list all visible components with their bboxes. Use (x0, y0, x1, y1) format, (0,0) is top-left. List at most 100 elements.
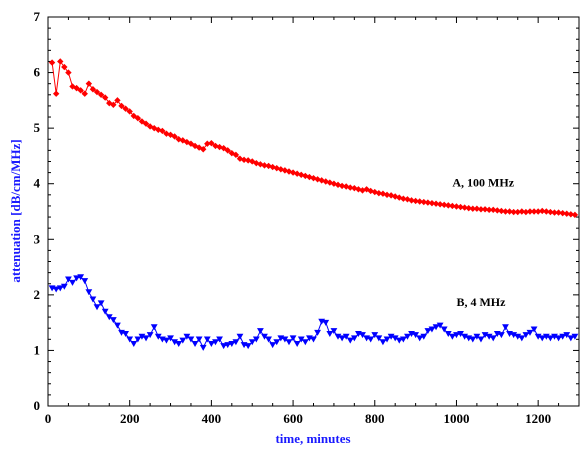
x-tick-label: 0 (45, 411, 52, 426)
data-point (105, 314, 113, 321)
data-point (314, 329, 321, 336)
data-point (567, 211, 575, 218)
data-point (297, 336, 305, 343)
data-point (73, 275, 80, 282)
data-point (85, 80, 93, 87)
data-point (322, 178, 329, 185)
data-point (432, 324, 440, 331)
x-axis-ticks: 0 200 400 600 800 1000 1200 (45, 17, 560, 426)
data-point (473, 205, 481, 212)
data-point (261, 162, 268, 169)
data-point (109, 317, 117, 324)
data-point (138, 333, 146, 340)
data-point (542, 333, 550, 340)
data-point (69, 279, 76, 286)
data-point (310, 336, 317, 343)
data-point (134, 114, 142, 122)
data-point (522, 332, 530, 339)
data-point (126, 108, 133, 115)
data-point (77, 274, 85, 281)
data-point (126, 336, 134, 343)
y-tick-label: 1 (34, 342, 41, 357)
data-point (347, 184, 354, 191)
data-point (285, 339, 293, 346)
data-point (469, 336, 477, 343)
data-point (346, 337, 354, 344)
x-tick-label: 200 (120, 411, 140, 426)
y-tick-label: 0 (34, 398, 41, 413)
data-point (85, 289, 93, 296)
data-point (559, 333, 567, 340)
data-point (485, 206, 493, 214)
x-tick-label: 1200 (525, 411, 551, 426)
data-point (539, 207, 546, 215)
data-point (395, 337, 403, 344)
data-point (293, 170, 301, 177)
data-point (571, 333, 579, 340)
data-point (534, 208, 542, 215)
data-point (530, 326, 538, 333)
data-point (510, 332, 518, 339)
data-point (232, 151, 240, 159)
data-point (367, 187, 374, 195)
data-point (342, 183, 350, 190)
data-point (65, 69, 72, 76)
data-point (61, 63, 68, 71)
data-point (399, 336, 407, 343)
annotation-label: B, 4 MHz (456, 295, 506, 309)
data-point (118, 102, 125, 110)
data-point (526, 208, 534, 215)
data-point (334, 181, 342, 189)
data-point (412, 197, 419, 205)
y-tick-label: 7 (34, 9, 41, 24)
data-point (191, 340, 199, 347)
data-point (273, 339, 281, 346)
data-point (293, 340, 301, 347)
data-point (289, 335, 297, 342)
data-point (257, 161, 264, 168)
data-point (334, 333, 342, 340)
data-point (236, 333, 244, 340)
data-point (408, 197, 415, 204)
data-point (265, 336, 272, 343)
data-point (563, 210, 570, 217)
data-point (142, 335, 150, 342)
data-point (150, 324, 158, 331)
x-tick-label: 600 (283, 411, 303, 426)
data-point (526, 329, 534, 336)
data-point (167, 335, 174, 342)
y-axis-title: attenuation [dB/cm/MHz] (8, 139, 23, 282)
data-point (97, 91, 105, 98)
data-point (106, 99, 113, 107)
data-point (146, 332, 154, 339)
data-point (101, 308, 109, 315)
data-point (383, 336, 391, 343)
data-point (195, 336, 203, 343)
data-point (379, 339, 387, 346)
data-point (101, 94, 109, 101)
series-0 (48, 58, 579, 219)
data-point (547, 335, 554, 342)
data-point (171, 339, 179, 346)
data-point (224, 342, 232, 349)
data-point (52, 286, 60, 293)
data-point (338, 335, 346, 342)
y-axis-ticks: 0 1 2 3 4 5 6 7 (34, 9, 579, 413)
data-point (93, 88, 101, 96)
data-point (134, 336, 142, 343)
data-point (538, 335, 546, 342)
y-tick-label: 2 (34, 287, 41, 302)
data-point (453, 332, 460, 339)
data-point (208, 139, 215, 147)
data-point (375, 335, 383, 342)
data-point (506, 208, 513, 215)
data-point (130, 340, 138, 347)
data-point (203, 336, 211, 343)
data-point (326, 330, 334, 337)
data-point (52, 90, 60, 97)
data-point (485, 333, 493, 340)
data-point (301, 339, 309, 346)
data-point (207, 340, 215, 347)
data-point (338, 182, 346, 190)
